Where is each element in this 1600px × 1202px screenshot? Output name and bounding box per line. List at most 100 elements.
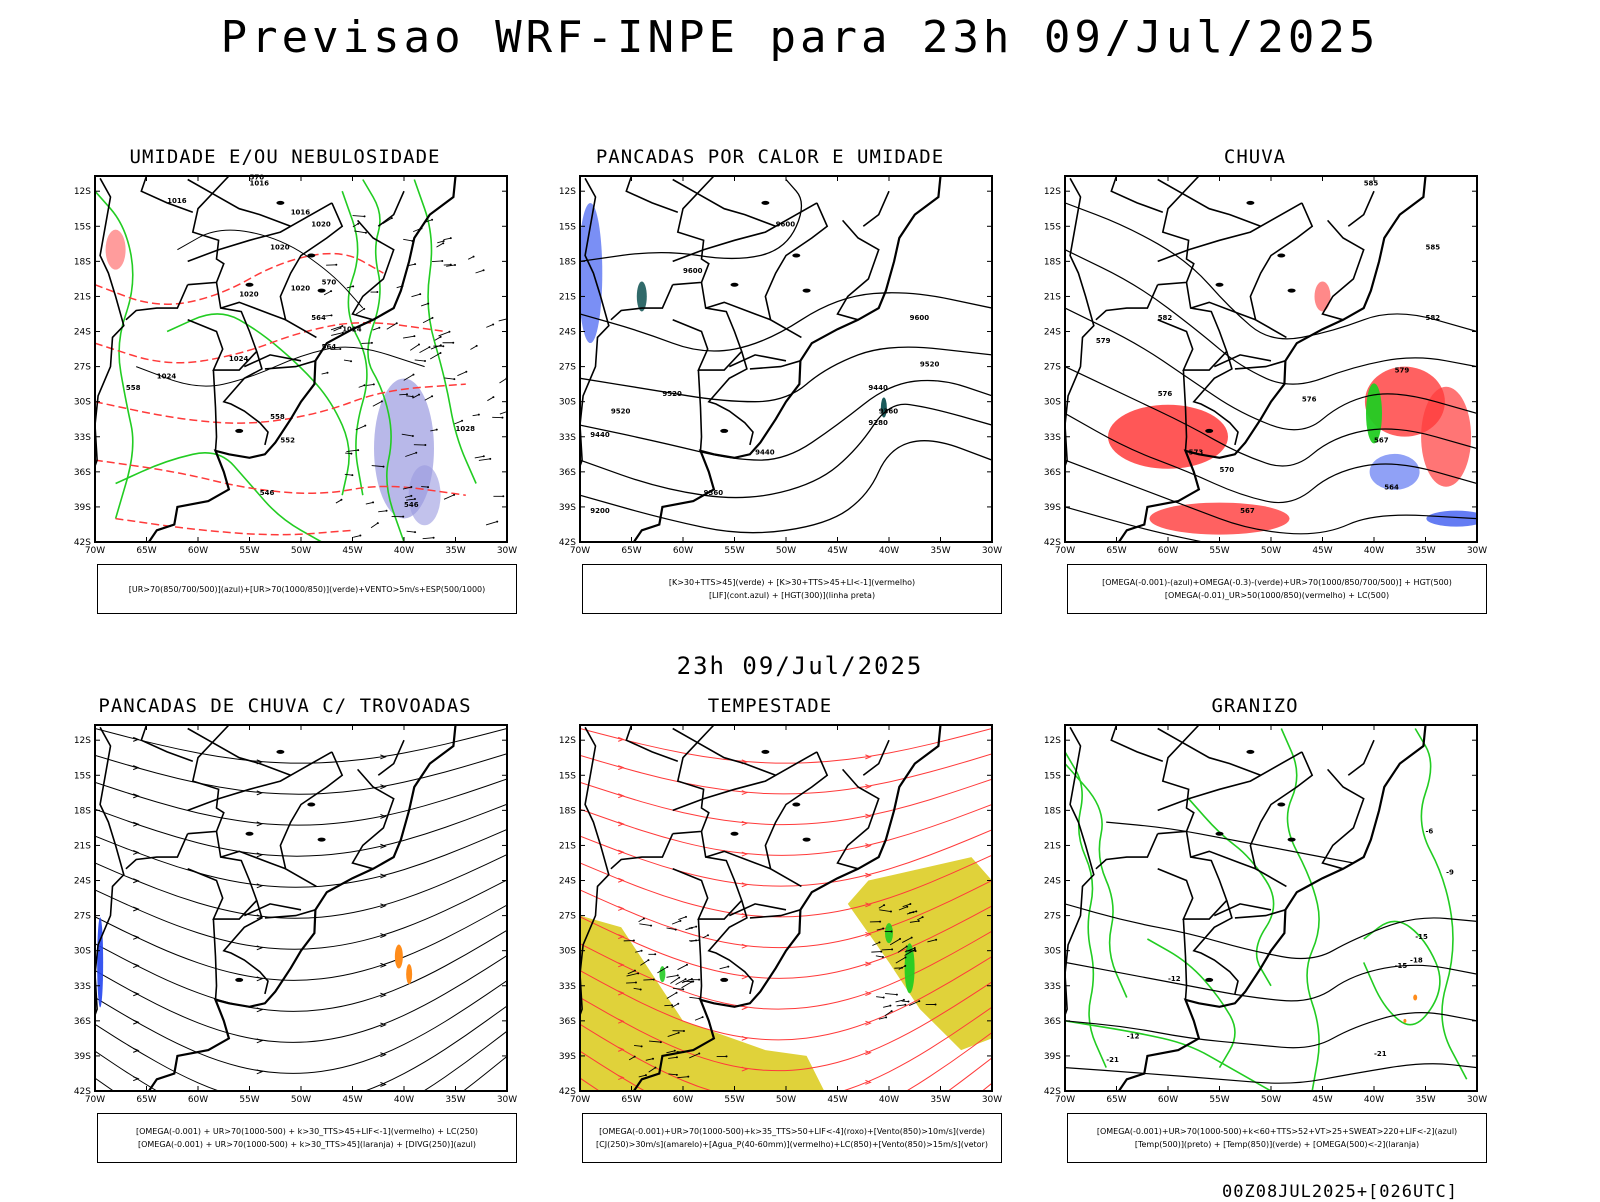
flow-arrow [742,883,747,887]
wind-vector-head [896,994,898,996]
wind-vector [371,523,378,528]
wind-vector-head [364,215,366,217]
lake-shape [1246,750,1254,754]
wind-vector-head [695,939,697,941]
wind-vector-head [496,521,498,523]
lon-tick-label: 70W [85,1095,105,1105]
lake-shape [307,803,315,807]
streamline [580,779,992,824]
lon-tick-label: 60W [673,1095,693,1105]
wind-vector-head [904,965,906,967]
wind-vector [689,997,699,998]
lake-shape [246,832,254,836]
contour-label: -6 [1426,828,1434,836]
wind-vector-head [695,926,697,928]
country-border [265,910,316,918]
shaded-area [406,964,412,984]
forecast-date-label: 23h 09/Jul/2025 [0,652,1600,680]
wind-vector-head [702,1016,704,1018]
jet-area [848,857,992,1050]
lake-shape [803,838,811,842]
lake-shape [307,254,315,258]
lat-tick-label: 36S [1044,468,1061,478]
wind-vector-head [676,992,678,994]
lat-tick-label: 24S [74,877,91,887]
contour-label: 558 [270,413,285,421]
legend-line: [OMEGA(-0.001)-(azul)+OMEGA(-0.3)-(verde… [1068,576,1486,589]
lat-tick-label: 12S [74,187,91,197]
lon-tick-label: 55W [724,1095,744,1105]
wind-vector [353,216,365,217]
wind-vector-head [650,925,652,927]
wind-vector [407,531,415,532]
lon-tick-label: 50W [291,546,311,556]
legend-line: [OMEGA(-0.001) + UR>70(1000-500) + k>30_… [98,1138,516,1151]
wind-vector-head [879,921,881,923]
wind-vector-head [478,414,480,416]
wind-vector [876,997,884,998]
wind-vector-head [502,495,504,497]
wind-vector-head [726,1055,728,1057]
contour-line [116,519,353,535]
lon-tick-label: 30W [497,546,517,556]
country-border [141,176,193,212]
lake-shape [792,803,800,807]
wind-vector-head [637,972,639,974]
lon-tick-label: 70W [1055,546,1075,556]
legend-line: [OMEGA(-0.001) + UR>70(1000-500) + k>30_… [98,1125,516,1138]
lake-shape [1205,429,1213,433]
contour-label: 1024 [342,326,362,334]
lake-shape [1288,289,1296,293]
country-border [1323,220,1364,319]
streamline [95,779,507,825]
wind-vector-head [357,449,359,451]
wind-vector [871,952,881,953]
country-border [353,220,394,319]
country-border [698,370,701,451]
contour-label: -15 [1415,933,1428,941]
contour-label: 9440 [868,384,888,392]
lake-shape [276,201,284,205]
country-border [221,302,286,320]
country-border [750,361,801,369]
legend-tempestade: [OMEGA(-0.001)+UR>70(1000-500)+k>35_TTS>… [582,1113,1002,1163]
contour-line [580,441,992,533]
wind-vector [415,360,425,361]
country-border [280,752,342,887]
lat-tick-label: 33S [559,982,576,992]
wind-vector [435,337,441,340]
streamline [95,981,507,1074]
lake-shape [1277,803,1285,807]
lat-tick-label: 24S [1044,877,1061,887]
shaded-area [885,923,893,943]
wind-vector-head [904,1004,906,1006]
wind-vector-head [878,941,880,943]
wind-vector [457,372,466,376]
lon-tick-label: 50W [776,1095,796,1105]
contour-label: 9600 [776,220,796,228]
country-border [141,725,193,761]
legend-chuva: [OMEGA(-0.001)-(azul)+OMEGA(-0.3)-(verde… [1067,564,1487,614]
contour-label: 552 [280,437,295,445]
legend-pancadas-calor: [K>30+TTS>45](verde) + [K>30+TTS>45+LI<-… [582,564,1002,614]
wind-vector-head [686,964,688,966]
streamline [95,754,507,795]
lat-tick-label: 36S [559,468,576,478]
lat-tick-label: 18S [1044,257,1061,267]
contour-label: 1020 [270,244,290,252]
country-border [265,361,316,369]
contour-label: 9360 [704,489,724,497]
wind-vector-head [386,510,388,512]
wind-vector-head [691,927,693,929]
lake-shape [731,832,739,836]
lon-tick-label: 45W [827,1095,847,1105]
wind-vector [373,328,380,330]
contour-label: 9280 [868,419,888,427]
wind-vector-head [883,997,885,999]
wind-vector [678,917,686,920]
contour-label: 1024 [229,355,249,363]
flow-arrow [133,992,138,996]
legend-pancadas-trovoadas: [OMEGA(-0.001) + UR>70(1000-500) + k>30_… [97,1113,517,1163]
